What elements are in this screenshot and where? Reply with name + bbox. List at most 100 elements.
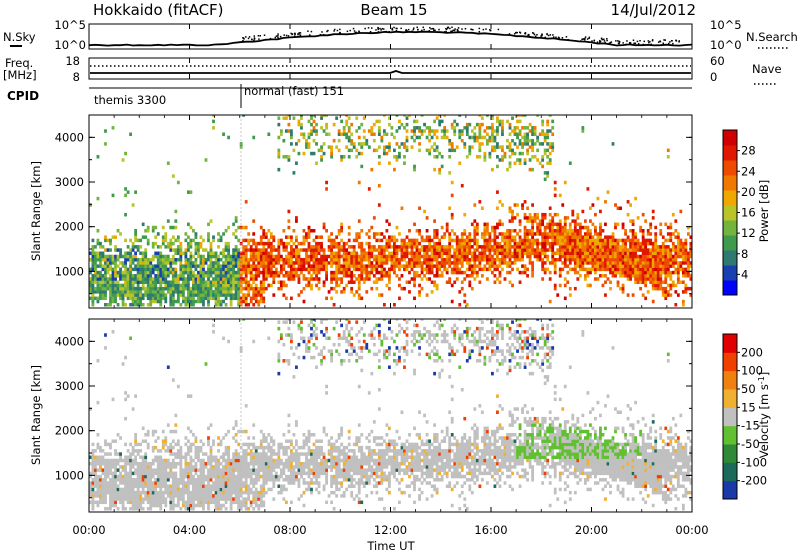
power-cell — [393, 264, 396, 268]
power-cell — [636, 277, 640, 281]
power-cell — [94, 270, 97, 275]
power-cell — [453, 119, 457, 124]
power-cell — [89, 283, 92, 288]
velocity-cell — [184, 474, 188, 479]
power-cell — [254, 277, 258, 281]
power-cell — [403, 126, 406, 130]
power-cell — [365, 251, 369, 256]
power-cell — [403, 286, 406, 291]
colorbar-swatch — [723, 190, 737, 206]
power-cell — [267, 264, 271, 268]
power-cell — [571, 254, 575, 259]
power-cell — [204, 293, 208, 297]
velocity-cell — [136, 449, 140, 453]
power-cell — [387, 116, 391, 120]
power-cell — [269, 274, 273, 278]
power-cell — [400, 254, 404, 259]
power-cell — [144, 277, 148, 281]
power-cell — [408, 257, 411, 262]
power-cell — [297, 151, 301, 156]
power-cell — [634, 274, 638, 278]
power-cell — [393, 167, 396, 172]
power-cell — [681, 241, 685, 246]
power-cell — [317, 261, 321, 265]
power-cell — [606, 235, 610, 239]
n-search-dot — [326, 30, 328, 33]
velocity-cell — [104, 494, 107, 498]
velocity-cell — [146, 484, 150, 488]
velocity-cell — [149, 497, 153, 501]
power-cell — [488, 151, 492, 156]
power-cell — [355, 264, 359, 268]
beam-title: Beam 15 — [360, 1, 427, 19]
velocity-cell — [159, 484, 163, 488]
power-cell — [548, 206, 552, 210]
power-cell — [109, 277, 112, 281]
power-cell — [337, 248, 341, 252]
power-cell — [478, 155, 482, 159]
velocity-cell — [119, 458, 122, 463]
velocity-cell — [136, 500, 140, 505]
power-cell — [277, 155, 281, 159]
velocity-cell — [134, 468, 138, 472]
power-cell — [563, 229, 567, 233]
power-cell — [194, 245, 198, 249]
power-cell — [154, 274, 158, 278]
power-cell — [558, 251, 562, 256]
power-cell — [121, 286, 125, 291]
power-cell — [496, 257, 499, 262]
power-cell — [425, 257, 429, 262]
power-cell — [330, 238, 334, 243]
velocity-cell — [94, 458, 97, 463]
power-cell — [619, 257, 622, 262]
velocity-cell — [124, 468, 127, 472]
velocity-cell — [179, 455, 183, 460]
power-cell — [523, 235, 527, 239]
velocity-cell — [121, 478, 125, 482]
power-cell — [523, 267, 527, 272]
velocity-cell — [134, 478, 138, 482]
power-cell — [629, 270, 632, 275]
power-cell — [315, 129, 318, 133]
power-cell — [377, 251, 381, 256]
velocity-cell — [184, 481, 188, 485]
power-cell — [676, 293, 680, 297]
power-cell — [242, 115, 246, 117]
power-cell — [340, 238, 344, 243]
power-cell — [533, 241, 537, 246]
power-cell — [360, 264, 364, 268]
velocity-cell — [129, 468, 133, 472]
power-cell — [124, 283, 127, 288]
power-cell — [501, 155, 504, 159]
n-search-dot — [277, 34, 279, 37]
power-cell — [239, 264, 243, 268]
velocity-cell — [124, 506, 127, 511]
power-cell — [541, 222, 545, 227]
power-cell — [503, 245, 507, 249]
power-cell — [448, 138, 452, 143]
n-search-dot — [532, 32, 535, 35]
power-cell — [96, 257, 100, 262]
power-cell — [480, 267, 484, 272]
power-cell — [202, 290, 205, 294]
power-cell — [119, 293, 122, 297]
velocity-cell — [121, 481, 125, 485]
power-cell — [586, 251, 590, 256]
power-cell — [126, 283, 130, 288]
power-cell — [214, 261, 218, 265]
power-cell — [119, 261, 122, 265]
power-cell — [646, 264, 650, 268]
power-cell — [345, 274, 349, 278]
power-cell — [347, 261, 351, 265]
power-cell — [573, 222, 577, 227]
power-cell — [468, 261, 472, 265]
power-cell — [151, 277, 155, 281]
power-cell — [671, 212, 675, 217]
velocity-cell — [124, 465, 127, 469]
power-cell — [516, 257, 519, 262]
power-cell — [475, 245, 479, 249]
power-cell — [508, 241, 512, 246]
power-cell — [282, 283, 286, 288]
power-cell — [473, 261, 477, 265]
power-cell — [204, 270, 208, 275]
